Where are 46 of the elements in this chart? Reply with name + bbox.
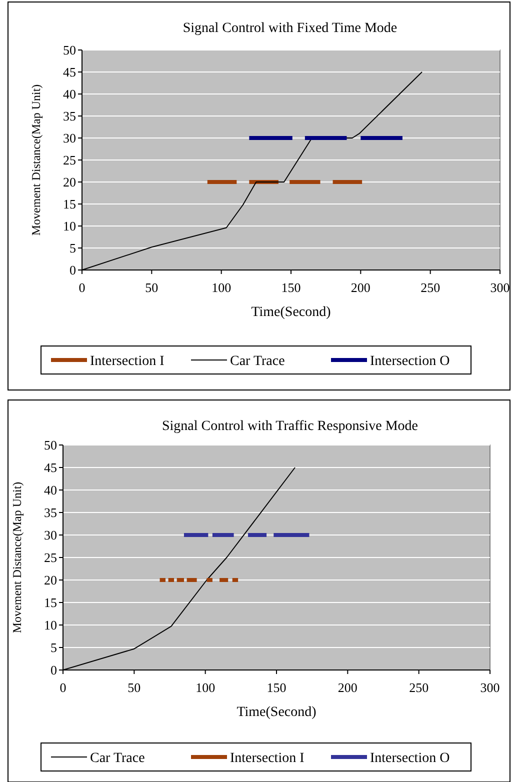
y-tick-label: 30 (44, 528, 57, 543)
y-tick-label: 0 (50, 662, 57, 678)
x-tick-label: 300 (490, 280, 510, 295)
legend-label: Car Trace (230, 354, 285, 369)
x-tick-label: 300 (480, 680, 500, 695)
x-tick-label: 150 (281, 280, 301, 295)
x-axis-title: Time(Second) (251, 305, 332, 320)
y-tick-label: 40 (63, 86, 76, 102)
y-tick-label: 25 (44, 550, 57, 566)
x-tick-label: 150 (266, 680, 286, 695)
legend-label: Intersection O (370, 354, 450, 369)
chart-title: Signal Control with Fixed Time Mode (182, 21, 398, 36)
x-tick-label: 50 (128, 680, 141, 695)
y-tick-label: 5 (70, 240, 76, 256)
y-axis-title: Movement Distance(Map Unit) (29, 84, 43, 236)
y-axis-title: Movement Distance(Map Unit) (10, 482, 24, 634)
x-axis-title: Time(Second) (236, 705, 317, 720)
y-tick-label: 45 (44, 460, 57, 476)
x-tick-label: 250 (420, 280, 440, 295)
legend-label: Car Trace (90, 750, 145, 766)
y-tick-label: 40 (44, 482, 57, 498)
x-tick-label: 100 (212, 280, 232, 295)
y-tick-label: 50 (44, 438, 57, 453)
y-tick-label: 45 (63, 64, 76, 80)
y-tick-label: 15 (63, 196, 76, 212)
x-tick-label: 250 (409, 680, 429, 695)
y-tick-label: 10 (63, 218, 76, 234)
legend-label: Intersection O (370, 750, 450, 766)
legend-label: Intersection I (90, 354, 165, 369)
y-tick-label: 35 (63, 108, 76, 124)
chart-title: Signal Control with Traffic Responsive Mode (162, 419, 418, 434)
legend-label: Intersection I (230, 750, 305, 766)
y-tick-label: 0 (70, 262, 76, 278)
x-tick-label: 100 (196, 680, 216, 695)
y-tick-label: 25 (63, 152, 76, 168)
y-tick-label: 30 (63, 130, 76, 146)
y-tick-label: 20 (63, 174, 76, 190)
x-tick-label: 50 (145, 280, 158, 295)
y-tick-label: 35 (44, 505, 57, 520)
x-tick-label: 200 (350, 280, 370, 295)
y-tick-label: 20 (44, 572, 57, 588)
y-tick-label: 5 (50, 640, 57, 656)
y-tick-label: 50 (63, 42, 76, 58)
y-tick-label: 15 (44, 595, 57, 610)
y-tick-label: 10 (44, 618, 57, 633)
x-tick-label: 200 (338, 680, 358, 695)
